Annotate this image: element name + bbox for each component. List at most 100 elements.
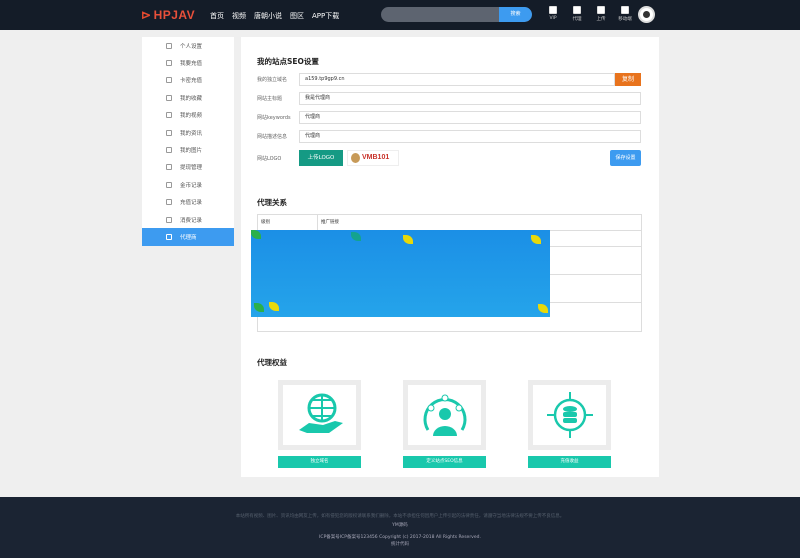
keywords-label: 网站keywords [257,115,291,121]
sidebar-item-recharge-log[interactable]: 充值记录 [142,194,234,211]
keywords-row: 网站keywords 代理商 [257,111,641,124]
nav-novel[interactable]: 唐朝小说 [254,12,282,20]
sidebar-item-images[interactable]: 我的图片 [142,141,234,158]
title-field[interactable]: 我是代理商 [299,92,641,105]
footer-source[interactable]: YM源码 [392,523,408,528]
logo-preview: VMB101 [347,150,399,166]
sidebar-item-favorites[interactable]: 我的收藏 [142,89,234,106]
sidebar-item-card-recharge[interactable]: 卡密充值 [142,72,234,89]
benefits-title: 代理权益 [257,358,287,367]
withdraw-icon [166,164,172,171]
coin-icon [166,181,172,188]
header-link: 推广链接 [321,220,339,225]
save-settings-button[interactable]: 保存设置 [610,150,641,166]
leaf-decoration [351,232,361,241]
vip-button[interactable]: VIP [546,6,560,22]
search-button[interactable]: 搜索 [499,7,532,22]
main-panel: 我的站点SEO设置 我的独立域名 a159.tp9gp9.cn 复制 网站主标题 我是… [241,37,659,477]
qrcode-icon [621,6,629,14]
book-icon [166,129,172,136]
search-input[interactable] [381,7,499,22]
mobile-label: 移动端 [618,17,632,22]
card-icon [166,77,172,84]
logo-label: 网站LOGO [257,156,282,162]
nav-app[interactable]: APP下载 [312,12,340,20]
footer-icp: ICP备案号ICP备案号123456 Copyright (c) 2017-20… [319,535,481,540]
upload-button[interactable]: 上传 [594,6,608,22]
leaf-decoration [403,235,413,244]
domain-label: 我的独立域名 [257,77,288,83]
avatar[interactable] [638,6,655,23]
benefit-seo: 定义站点SEO信息 [403,380,486,468]
user-icon [166,42,172,49]
footer-stats: 统计代码 [391,542,409,547]
sidebar-item-label: 金币记录 [180,182,203,189]
spend-icon [166,216,172,223]
sidebar-item-label: 我的视频 [180,113,203,120]
vip-icon [549,6,557,14]
agent-label: 代理 [572,17,582,22]
table-header: 级别 推广链接 [258,215,641,231]
sidebar-item-label: 卡密充值 [180,78,203,85]
network-icon [166,233,172,240]
benefit-label: 定义站点SEO信息 [403,456,486,468]
sidebar-item-news[interactable]: 我的资讯 [142,124,234,141]
domain-field[interactable]: a159.tp9gp9.cn [299,73,615,86]
globe-hand-icon [298,393,343,433]
sidebar-item-spend-log[interactable]: 消费记录 [142,211,234,228]
benefit-label: 充值收益 [528,456,611,468]
nav-gallery[interactable]: 图区 [290,12,304,20]
sidebar-item-profile[interactable]: 个人设置 [142,37,234,54]
sidebar: 个人设置 我要充值 卡密充值 我的收藏 我的视频 我的资讯 我的图片 提现管理 … [142,37,234,246]
nav-home[interactable]: 首页 [210,12,224,20]
sidebar-item-label: 我要充值 [180,61,203,68]
benefit-label: 独立域名 [278,456,361,468]
description-row: 网站描述信息 代理商 [257,130,641,143]
star-icon [166,94,172,101]
upload-icon [597,6,605,14]
vip-label: VIP [549,16,557,21]
sidebar-item-label: 我的资讯 [180,130,203,137]
header: ⊳ HPJAV 首页 视频 唐朝小说 图区 APP下载 搜索 VIP 代理 上传 … [0,0,800,30]
sidebar-item-withdraw[interactable]: 提现管理 [142,159,234,176]
sidebar-item-label: 代理商 [180,234,197,241]
recharge-log-icon [166,199,172,206]
footer-notice: 本站所有视频、图片、资讯均由网友上传，如有侵犯您的版权请联系我们删除，本站不承担… [235,514,565,519]
database-target-icon [546,392,593,438]
main-nav: 首页 视频 唐朝小说 图区 APP下载 [210,11,339,21]
mobile-button[interactable]: 移动端 [618,6,632,22]
sidebar-item-label: 我的图片 [180,148,203,155]
leaf-decoration [531,235,541,244]
title-label: 网站主标题 [257,96,283,102]
ad-banner[interactable] [251,230,550,317]
leaf-decoration [251,230,261,239]
video-icon [166,112,172,119]
upload-label: 上传 [596,17,606,22]
sidebar-item-label: 个人设置 [180,43,203,50]
agent-icon [573,6,581,14]
seo-title: 我的站点SEO设置 [257,57,319,66]
logo[interactable]: ⊳ HPJAV [141,8,196,22]
upload-logo-button[interactable]: 上传LOGO [299,150,343,166]
recharge-icon [166,60,172,67]
description-field[interactable]: 代理商 [299,130,641,143]
sidebar-item-label: 提现管理 [180,165,203,172]
leaf-decoration [254,303,264,312]
agent-button[interactable]: 代理 [570,6,584,22]
footer: 本站所有视频、图片、资讯均由网友上传，如有侵犯您的版权请联系我们删除，本站不承担… [0,497,800,558]
nav-video[interactable]: 视频 [232,12,246,20]
sidebar-item-agent[interactable]: 代理商 [142,228,234,246]
benefit-revenue: 充值收益 [528,380,611,468]
sidebar-item-label: 充值记录 [180,200,203,207]
leaf-decoration [269,302,279,311]
sidebar-item-label: 消费记录 [180,217,203,224]
header-level: 级别 [258,215,318,230]
copy-button[interactable]: 复制 [615,73,641,86]
network-user-icon [423,394,466,436]
keywords-field[interactable]: 代理商 [299,111,641,124]
domain-row: 我的独立域名 a159.tp9gp9.cn 复制 [257,73,641,86]
leaf-decoration [538,304,548,313]
sidebar-item-videos[interactable]: 我的视频 [142,107,234,124]
sidebar-item-recharge[interactable]: 我要充值 [142,54,234,71]
sidebar-item-coins[interactable]: 金币记录 [142,176,234,193]
